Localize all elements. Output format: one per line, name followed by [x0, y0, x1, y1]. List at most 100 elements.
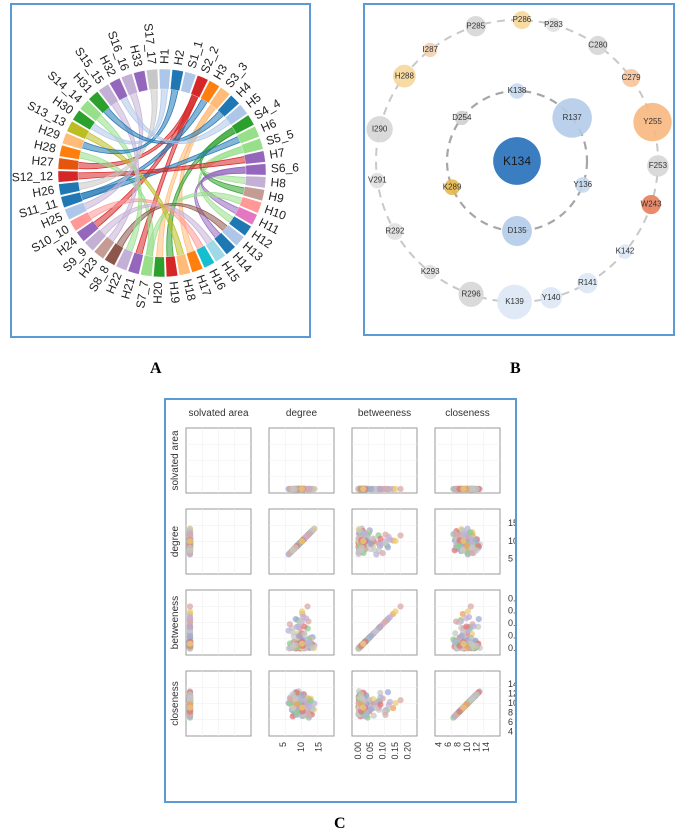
x-tick-label: 6 — [443, 742, 453, 747]
y-tick-label: 6 — [508, 717, 513, 727]
chord-segment — [72, 109, 96, 131]
scatter-point — [186, 537, 194, 545]
chord-segment — [213, 232, 236, 255]
scatter-point — [382, 531, 389, 538]
scatter-point — [385, 701, 392, 708]
chord-segment — [62, 132, 85, 150]
network-node-label: R292 — [385, 227, 405, 236]
chord-segment-label: S12_12 — [12, 169, 54, 184]
network-node-label: P283 — [544, 20, 563, 29]
chord-segment — [180, 71, 197, 94]
matrix-row-header: betweeness — [170, 596, 181, 649]
network-node-label: K139 — [505, 297, 524, 306]
panel-label-c: C — [334, 815, 346, 832]
network-node-label: F253 — [649, 161, 668, 170]
scatter-point — [473, 691, 480, 698]
scatter-point — [301, 631, 308, 638]
chord-segment — [195, 245, 215, 269]
network-node-label: V291 — [368, 176, 387, 185]
panel-label-b: B — [510, 360, 521, 377]
chord-segment-label: H33 — [127, 44, 146, 69]
scatter-point — [186, 531, 194, 538]
scatter-matrix: solvated area degree betweeness closeness so… — [170, 408, 526, 760]
network-node — [386, 223, 404, 240]
chord-segment-label: S6_6 — [271, 160, 300, 175]
matrix-row-header: solvated area — [170, 430, 181, 490]
network-node — [577, 272, 598, 294]
scatter-point — [392, 700, 399, 707]
scatter-point — [358, 544, 366, 551]
scatter-point — [292, 641, 299, 649]
x-tick-label: 8 — [452, 742, 462, 747]
chord-segment — [240, 137, 264, 154]
scatter-point — [397, 603, 404, 610]
scatter-point — [370, 712, 377, 719]
chord-segment — [79, 100, 103, 122]
y-tick-label: 4 — [508, 726, 513, 736]
network-node — [422, 264, 438, 280]
chord-segment — [58, 181, 81, 196]
scatter-point — [455, 543, 462, 550]
scatter-point — [356, 527, 363, 534]
scatter-point — [305, 618, 312, 625]
scatter-point — [306, 703, 313, 710]
network-node — [552, 98, 592, 138]
network-node — [509, 83, 525, 99]
network-node — [444, 179, 460, 196]
network-node-label: R296 — [462, 289, 482, 298]
scatter-point — [469, 695, 476, 702]
network-node-label: K289 — [443, 182, 462, 191]
scatter-point — [377, 694, 384, 701]
scatter-point — [469, 641, 476, 649]
matrix-cell — [434, 508, 501, 575]
scatter-point — [377, 701, 384, 708]
x-tick-label: 14 — [481, 742, 491, 752]
chord-segment — [140, 254, 154, 277]
scatter-point — [377, 485, 384, 493]
scatter-point — [298, 608, 306, 615]
network-center-label: K134 — [503, 154, 531, 168]
chord-segment — [217, 95, 240, 118]
network-node — [574, 177, 591, 193]
chord-segment — [175, 253, 191, 276]
scatter-point — [397, 532, 404, 539]
network-node-label: K293 — [421, 267, 440, 276]
chord-segment — [239, 196, 262, 214]
scatter-point — [389, 705, 397, 712]
scatter-point — [292, 615, 299, 623]
chord-segment-label: H21 — [118, 275, 138, 300]
scatter-point — [186, 640, 194, 647]
chord-segment — [158, 68, 171, 90]
chord-segment — [186, 249, 204, 273]
network-node — [454, 110, 470, 126]
scatter-point — [467, 603, 474, 610]
matrix-cell — [268, 427, 335, 494]
chord-segment-label: S17_17 — [141, 23, 159, 66]
scatter-point — [475, 615, 482, 623]
scatter-point — [460, 537, 467, 545]
y-tick-label: 12 — [508, 688, 515, 698]
chord-segment — [59, 144, 82, 160]
chord-segment — [88, 91, 111, 114]
scatter-point — [362, 530, 369, 537]
scatter-point — [453, 531, 460, 538]
scatter-point — [475, 623, 482, 630]
matrix-column-header: degree — [286, 408, 318, 419]
scatter-point — [460, 640, 467, 647]
chord-segment — [170, 69, 184, 92]
chord-segment-label: H19 — [166, 281, 182, 305]
chord-segment-label: H8 — [270, 175, 287, 190]
chord-segment-label: H1 — [157, 48, 171, 64]
scatter-point — [392, 485, 399, 493]
scatter-point — [382, 711, 389, 718]
scatter-point — [463, 615, 470, 622]
y-tick-label: 0.20 — [508, 593, 515, 603]
scatter-point — [292, 695, 299, 702]
chord-segment — [153, 256, 166, 278]
matrix-row-header: closeness — [170, 681, 181, 725]
y-tick-label: 0.15 — [508, 606, 515, 616]
scatter-point — [309, 644, 316, 651]
scatter-point — [368, 632, 375, 639]
scatter-point — [377, 541, 384, 548]
chord-segment — [104, 242, 124, 266]
